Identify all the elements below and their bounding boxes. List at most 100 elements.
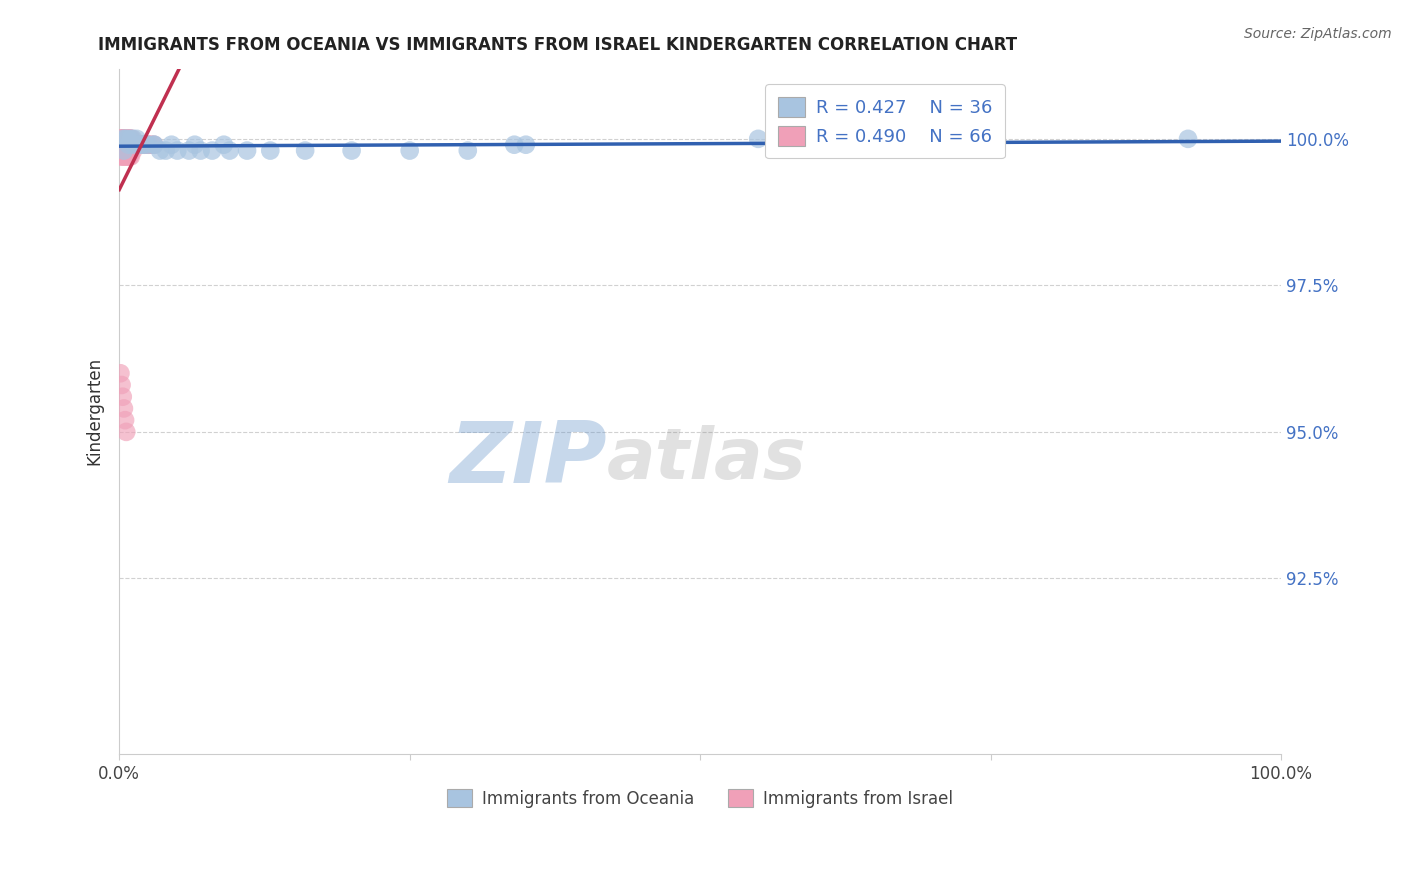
Point bbox=[122, 144, 145, 158]
Point bbox=[110, 149, 132, 163]
Point bbox=[111, 390, 134, 404]
Point bbox=[122, 137, 145, 152]
Point bbox=[122, 137, 145, 152]
Point bbox=[184, 137, 207, 152]
Point bbox=[120, 132, 142, 146]
Point bbox=[201, 144, 224, 158]
Point bbox=[125, 137, 148, 152]
Point bbox=[124, 137, 146, 152]
Point bbox=[110, 132, 132, 146]
Text: ZIP: ZIP bbox=[450, 417, 607, 501]
Point bbox=[115, 132, 138, 146]
Point bbox=[117, 132, 139, 146]
Point bbox=[110, 132, 132, 146]
Point bbox=[131, 137, 153, 152]
Point bbox=[115, 425, 138, 439]
Point bbox=[212, 137, 235, 152]
Point bbox=[117, 149, 139, 163]
Point bbox=[118, 132, 141, 146]
Point bbox=[259, 144, 281, 158]
Point bbox=[115, 132, 138, 146]
Point bbox=[112, 401, 135, 416]
Point bbox=[218, 144, 240, 158]
Point bbox=[120, 144, 142, 158]
Point bbox=[136, 137, 159, 152]
Point bbox=[111, 132, 134, 146]
Point bbox=[110, 132, 132, 146]
Point bbox=[127, 137, 149, 152]
Y-axis label: Kindergarten: Kindergarten bbox=[86, 358, 103, 466]
Point bbox=[124, 137, 146, 152]
Point bbox=[132, 137, 155, 152]
Point bbox=[115, 144, 138, 158]
Point bbox=[111, 132, 134, 146]
Point bbox=[155, 144, 177, 158]
Text: atlas: atlas bbox=[607, 425, 807, 494]
Point bbox=[114, 149, 136, 163]
Point bbox=[114, 132, 136, 146]
Point bbox=[110, 149, 132, 163]
Point bbox=[141, 137, 163, 152]
Point bbox=[110, 144, 132, 158]
Point bbox=[503, 137, 526, 152]
Point bbox=[1177, 132, 1199, 146]
Point bbox=[129, 137, 152, 152]
Point bbox=[125, 132, 148, 146]
Point bbox=[111, 132, 134, 146]
Point bbox=[110, 132, 132, 146]
Point bbox=[129, 137, 152, 152]
Point bbox=[111, 132, 134, 146]
Point bbox=[112, 132, 135, 146]
Point bbox=[236, 144, 259, 158]
Point bbox=[121, 132, 143, 146]
Point bbox=[118, 132, 141, 146]
Point bbox=[117, 132, 139, 146]
Point bbox=[112, 144, 135, 158]
Point bbox=[115, 149, 138, 163]
Point bbox=[120, 132, 142, 146]
Point bbox=[138, 137, 160, 152]
Point bbox=[111, 149, 134, 163]
Point bbox=[398, 144, 420, 158]
Point bbox=[515, 137, 537, 152]
Legend: Immigrants from Oceania, Immigrants from Israel: Immigrants from Oceania, Immigrants from… bbox=[440, 782, 959, 814]
Point bbox=[136, 137, 159, 152]
Point bbox=[149, 144, 172, 158]
Point bbox=[117, 132, 139, 146]
Point bbox=[112, 132, 135, 146]
Point bbox=[143, 137, 166, 152]
Point bbox=[110, 378, 132, 392]
Point bbox=[110, 132, 132, 146]
Point bbox=[120, 132, 142, 146]
Point bbox=[134, 137, 156, 152]
Point bbox=[143, 137, 166, 152]
Point bbox=[136, 137, 159, 152]
Point bbox=[117, 144, 139, 158]
Point bbox=[118, 149, 141, 163]
Point bbox=[131, 137, 153, 152]
Point bbox=[112, 144, 135, 158]
Point bbox=[110, 366, 132, 380]
Point bbox=[114, 144, 136, 158]
Point bbox=[457, 144, 479, 158]
Point bbox=[110, 132, 132, 146]
Point bbox=[117, 149, 139, 163]
Point bbox=[112, 149, 135, 163]
Text: Source: ZipAtlas.com: Source: ZipAtlas.com bbox=[1244, 27, 1392, 41]
Point bbox=[117, 132, 139, 146]
Point bbox=[128, 137, 150, 152]
Point bbox=[177, 144, 200, 158]
Point bbox=[122, 132, 145, 146]
Point bbox=[111, 144, 134, 158]
Point bbox=[131, 137, 153, 152]
Point bbox=[921, 132, 943, 146]
Point bbox=[166, 144, 188, 158]
Point bbox=[114, 413, 136, 427]
Point bbox=[117, 132, 139, 146]
Point bbox=[120, 149, 142, 163]
Point bbox=[190, 144, 212, 158]
Text: IMMIGRANTS FROM OCEANIA VS IMMIGRANTS FROM ISRAEL KINDERGARTEN CORRELATION CHART: IMMIGRANTS FROM OCEANIA VS IMMIGRANTS FR… bbox=[98, 36, 1018, 54]
Point bbox=[117, 137, 139, 152]
Point bbox=[114, 132, 136, 146]
Point bbox=[118, 144, 141, 158]
